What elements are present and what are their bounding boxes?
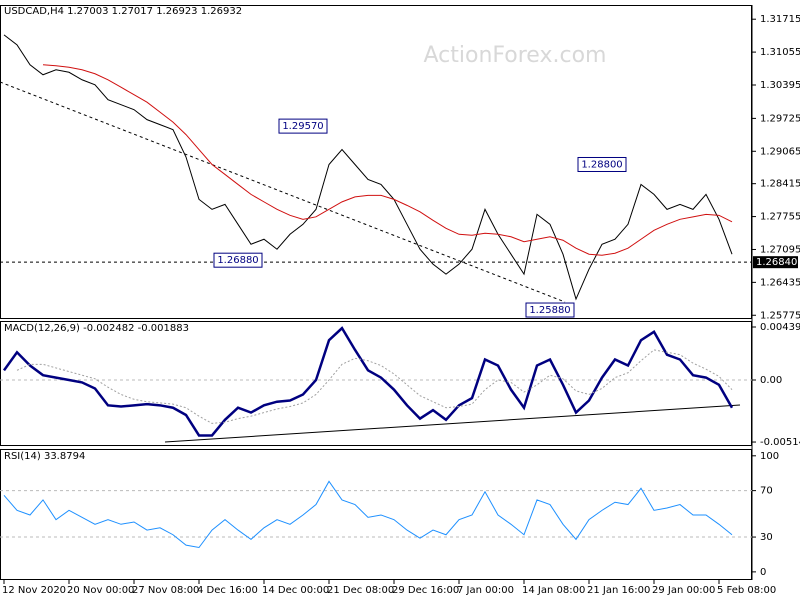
y-tick-label: 1.29725 [760,113,800,124]
annotation-label: 1.26880 [217,255,258,266]
x-tick-label: 29 Dec 16:00 [392,585,459,596]
x-tick-label: 14 Jan 08:00 [522,585,585,596]
y-tick-label: 1.26435 [760,277,800,288]
x-tick-label: 20 Nov 00:00 [67,585,134,596]
annotation-label: 1.29570 [282,121,323,132]
y-tick-label: 70 [760,486,773,497]
y-tick-label: 1.27755 [760,212,800,223]
x-tick-label: 5 Feb 08:00 [717,585,776,596]
y-tick-label: 1.28415 [760,179,800,190]
panel-title: RSI(14) 33.8794 [4,451,85,462]
x-tick-label: 4 Dec 16:00 [197,585,258,596]
x-tick-label: 14 Dec 00:00 [262,585,329,596]
y-tick-label: 0.004396 [760,322,800,333]
x-tick-label: 21 Dec 08:00 [327,585,394,596]
y-tick-label: 1.30395 [760,80,800,91]
y-tick-label: -0.005144 [760,437,800,448]
y-tick-label: 1.25775 [760,310,800,321]
annotation-box [278,118,328,134]
x-tick-label: 29 Jan 00:00 [652,585,715,596]
panel-title: MACD(12,26,9) -0.002482 -0.001883 [4,323,189,334]
y-tick-label: 0.00 [760,375,782,386]
last-price-box [753,256,798,269]
annotation-box [577,156,627,172]
x-tick-label: 27 Nov 08:00 [132,585,199,596]
watermark: ActionForex.com [424,43,607,68]
annotation-label: 1.25880 [529,305,570,316]
y-tick-label: 1.29065 [760,146,800,157]
annotation-box [213,252,263,268]
y-tick-label: 0 [760,567,766,578]
x-tick-label: 12 Nov 2020 [2,585,66,596]
trend-line [164,404,741,443]
trend-line [0,81,566,303]
series-line [2,326,734,437]
series-line [3,34,733,301]
last-price-label: 1.26840 [756,257,797,268]
x-tick-label: 21 Jan 16:00 [587,585,650,596]
annotation-box [525,302,575,318]
y-tick-label: 1.27095 [760,244,800,255]
y-tick-label: 1.31055 [760,47,800,58]
annotation-label: 1.28800 [581,159,622,170]
panel-title: USDCAD,H4 1.27003 1.27017 1.26923 1.2693… [4,6,242,17]
x-tick-label: 7 Jan 00:00 [457,585,514,596]
y-tick-label: 100 [760,451,779,462]
series-line [42,64,733,256]
series-line [3,480,733,549]
y-tick-label: 1.31715 [760,14,800,25]
series-line [16,349,733,424]
y-tick-label: 30 [760,532,773,543]
